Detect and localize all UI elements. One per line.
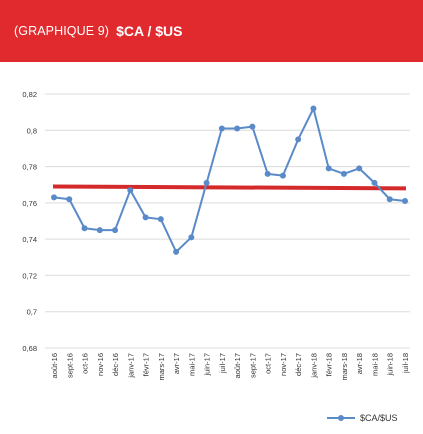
data-point [51, 194, 57, 201]
x-tick-label: août-16 [50, 353, 59, 378]
data-point [112, 227, 119, 234]
x-tick-label: août-17 [233, 353, 242, 378]
data-point [173, 248, 180, 255]
data-point [234, 125, 241, 132]
data-point [279, 172, 286, 179]
y-axis-tick-labels: 0,68 0,7 0,72 0,74 0,76 0,78 0,8 0,82 [22, 90, 37, 353]
x-tick-label: mai-17 [187, 353, 196, 376]
x-tick-label: nov-17 [279, 353, 288, 376]
x-tick-label: mai-18 [370, 353, 379, 376]
y-tick-label: 0,82 [22, 90, 37, 99]
legend-label: $CA/$US [360, 413, 398, 423]
data-point [188, 234, 195, 241]
x-tick-label: oct-16 [81, 353, 90, 374]
y-tick-label: 0,68 [22, 344, 37, 353]
x-tick-label: sept-16 [65, 353, 74, 378]
x-tick-label: juil-18 [401, 353, 410, 374]
y-tick-label: 0,72 [22, 271, 37, 280]
chart-title: $CA / $US [116, 23, 183, 39]
data-point [371, 179, 378, 186]
data-point [340, 170, 347, 177]
x-tick-label: janv-17 [126, 353, 135, 379]
data-point [310, 105, 317, 112]
data-point [127, 187, 134, 194]
data-point [402, 198, 408, 205]
legend: $CA/$US [327, 413, 398, 423]
data-point [203, 179, 210, 186]
data-point [66, 196, 73, 203]
x-tick-label: mars-17 [157, 353, 166, 381]
data-point [218, 125, 225, 132]
x-axis-tick-labels: août-16 sept-16 oct-16 nov-16 déc-16 janv-17 f… [50, 353, 410, 381]
chart-header: (GRAPHIQUE 9) $CA / $US [0, 0, 423, 62]
data-point [264, 170, 271, 177]
y-tick-label: 0,8 [27, 126, 37, 135]
x-tick-label: juin-18 [386, 353, 395, 377]
data-point [157, 216, 164, 223]
chart-number-label: (GRAPHIQUE 9) [14, 24, 110, 38]
series-group [51, 105, 408, 255]
y-tick-label: 0,78 [22, 163, 37, 172]
x-tick-label: mars-18 [340, 353, 349, 381]
data-point [356, 165, 363, 172]
x-tick-label: oct-17 [264, 353, 273, 374]
data-point [142, 214, 149, 221]
x-tick-label: févr-17 [142, 353, 151, 376]
data-point [386, 196, 393, 203]
legend-marker [338, 415, 344, 421]
y-tick-label: 0,76 [22, 199, 37, 208]
x-tick-label: juil-17 [218, 353, 227, 374]
data-point [96, 227, 103, 234]
reference-line-group [52, 184, 407, 191]
data-point [249, 123, 256, 130]
data-point [295, 136, 302, 143]
y-tick-label: 0,74 [22, 235, 37, 244]
x-tick-label: déc-16 [111, 353, 120, 376]
x-tick-label: nov-16 [96, 353, 105, 376]
data-point [81, 225, 88, 232]
x-tick-label: avr-18 [355, 353, 364, 374]
grid-lines [45, 93, 410, 349]
x-tick-label: sept-17 [248, 353, 257, 378]
data-point [325, 165, 332, 172]
x-tick-label: déc-17 [294, 353, 303, 376]
x-tick-label: févr-18 [325, 353, 334, 376]
x-tick-label: avr-17 [172, 353, 181, 374]
x-tick-label: juin-17 [203, 353, 212, 377]
reference-line [52, 184, 407, 191]
y-tick-label: 0,7 [27, 308, 37, 317]
line-chart: 0,68 0,7 0,72 0,74 0,76 0,78 0,8 0,82 août-16 se… [22, 90, 410, 423]
x-tick-label: janv-18 [309, 353, 318, 379]
